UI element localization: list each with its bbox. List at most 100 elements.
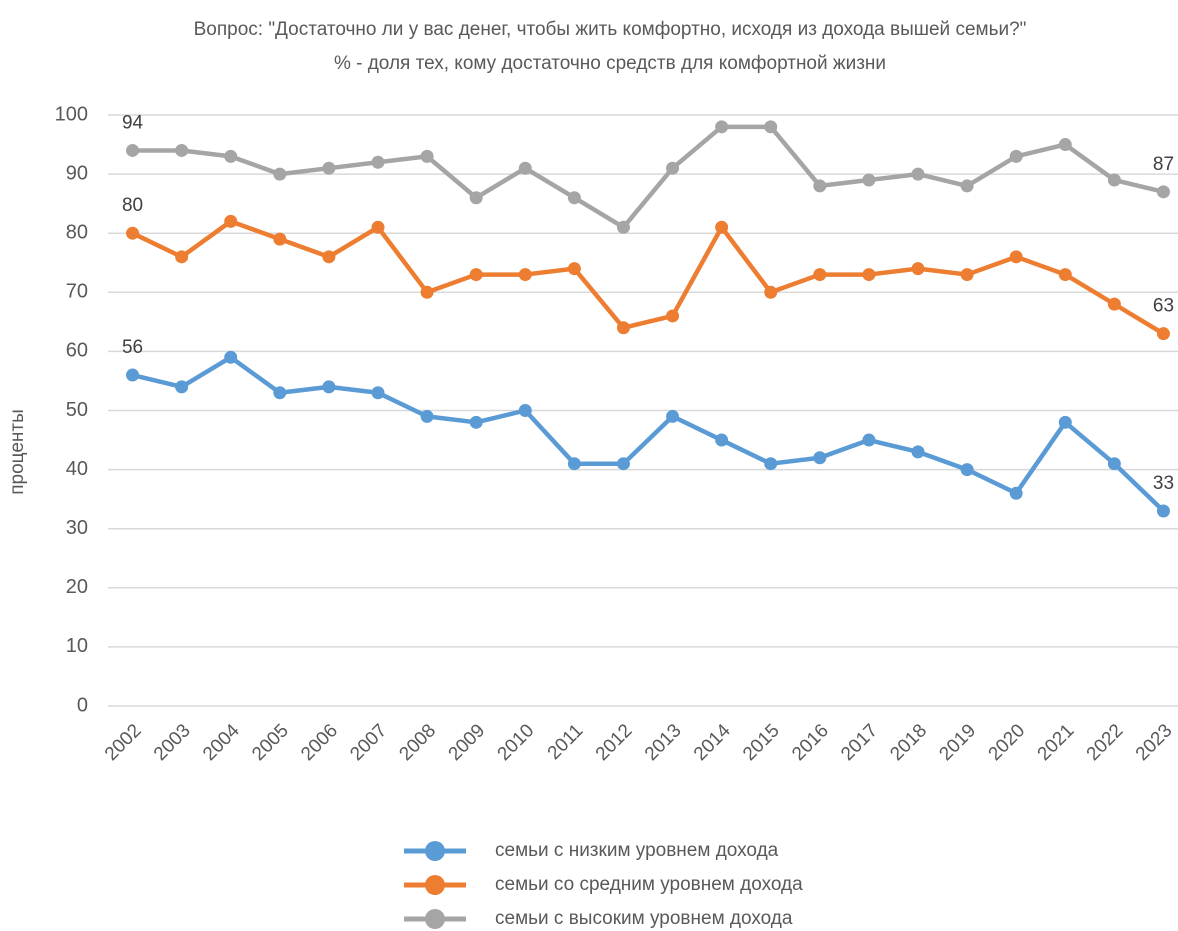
- x-tick-label: 2013: [641, 720, 686, 765]
- x-tick-label: 2019: [935, 720, 980, 765]
- data-label: 80: [122, 195, 143, 216]
- point: [911, 167, 925, 181]
- legend-label: семьи с высоким уровнем дохода: [495, 908, 793, 929]
- point: [960, 179, 974, 193]
- y-axis-label: проценты: [7, 409, 28, 495]
- point: [666, 409, 680, 423]
- point: [1009, 486, 1023, 500]
- point: [862, 268, 876, 282]
- data-label: 63: [1153, 296, 1174, 317]
- point: [616, 220, 630, 234]
- legend-marker: [425, 875, 445, 895]
- point: [1009, 149, 1023, 163]
- point: [715, 120, 729, 134]
- point: [469, 415, 483, 429]
- point: [764, 285, 778, 299]
- x-tick-label: 2005: [248, 720, 293, 765]
- x-tick-label: 2012: [592, 720, 637, 765]
- legend-marker: [425, 841, 445, 861]
- point: [1156, 327, 1170, 341]
- point: [371, 386, 385, 400]
- x-tick-label: 2021: [1034, 720, 1079, 765]
- x-tick-label: 2002: [101, 720, 146, 765]
- point: [1156, 504, 1170, 518]
- point: [175, 380, 189, 394]
- point: [420, 409, 434, 423]
- point: [1058, 268, 1072, 282]
- point: [322, 161, 336, 175]
- point: [960, 268, 974, 282]
- y-tick-label: 70: [66, 281, 88, 303]
- point: [764, 120, 778, 134]
- point: [862, 433, 876, 447]
- y-tick-label: 40: [66, 458, 88, 480]
- y-tick-label: 100: [55, 103, 88, 125]
- legend-label: семьи с низким уровнем дохода: [495, 840, 779, 861]
- x-tick-label: 2018: [886, 720, 931, 765]
- point: [322, 250, 336, 264]
- y-tick-label: 90: [66, 162, 88, 184]
- point: [518, 404, 532, 417]
- data-label: 94: [122, 112, 144, 133]
- x-tick-label: 2003: [150, 720, 195, 765]
- point: [911, 445, 925, 459]
- data-label: 56: [122, 337, 143, 358]
- point: [224, 214, 238, 228]
- point: [813, 451, 827, 465]
- point: [911, 262, 925, 276]
- x-tick-label: 2008: [395, 720, 440, 765]
- chart-subtitle: % - доля тех, кому достаточно средств дл…: [334, 53, 886, 74]
- y-tick-label: 20: [66, 576, 88, 598]
- point: [1058, 138, 1072, 152]
- y-tick-label: 30: [66, 517, 88, 539]
- point: [960, 463, 974, 477]
- legend-marker: [425, 909, 445, 929]
- point: [715, 433, 729, 447]
- point: [273, 386, 287, 400]
- legend-label: семьи со средним уровнем дохода: [495, 874, 803, 895]
- point: [273, 167, 287, 181]
- point: [567, 457, 581, 471]
- x-tick-label: 2011: [544, 720, 588, 764]
- point: [764, 457, 778, 471]
- x-tick-label: 2017: [837, 720, 882, 765]
- point: [813, 268, 827, 282]
- series-line: [132, 124, 1164, 230]
- point: [1058, 415, 1072, 429]
- point: [126, 143, 140, 157]
- point: [175, 250, 189, 264]
- point: [813, 179, 827, 193]
- data-label: 87: [1153, 154, 1174, 175]
- x-tick-label: 2016: [788, 720, 833, 765]
- point: [666, 309, 680, 323]
- point: [666, 161, 680, 175]
- x-tick-label: 2023: [1132, 720, 1177, 765]
- point: [518, 268, 532, 282]
- x-tick-label: 2009: [445, 720, 490, 765]
- point: [371, 155, 385, 169]
- y-tick-label: 50: [66, 399, 88, 421]
- point: [126, 226, 140, 240]
- x-tick-label: 2020: [985, 720, 1030, 765]
- point: [469, 191, 483, 205]
- point: [224, 149, 238, 163]
- point: [371, 220, 385, 234]
- y-tick-label: 60: [66, 340, 88, 362]
- point: [616, 457, 630, 471]
- point: [616, 321, 630, 335]
- x-tick-label: 2014: [690, 720, 735, 765]
- y-tick-label: 10: [66, 635, 88, 657]
- x-tick-label: 2022: [1083, 720, 1128, 765]
- point: [469, 268, 483, 282]
- y-tick-label: 80: [66, 221, 88, 243]
- point: [420, 285, 434, 299]
- point: [518, 161, 532, 175]
- point: [862, 173, 876, 187]
- point: [567, 191, 581, 205]
- point: [1107, 297, 1121, 311]
- x-tick-label: 2007: [346, 720, 391, 765]
- point: [224, 350, 238, 364]
- x-tick-label: 2004: [199, 720, 244, 765]
- series-line: [132, 355, 1166, 513]
